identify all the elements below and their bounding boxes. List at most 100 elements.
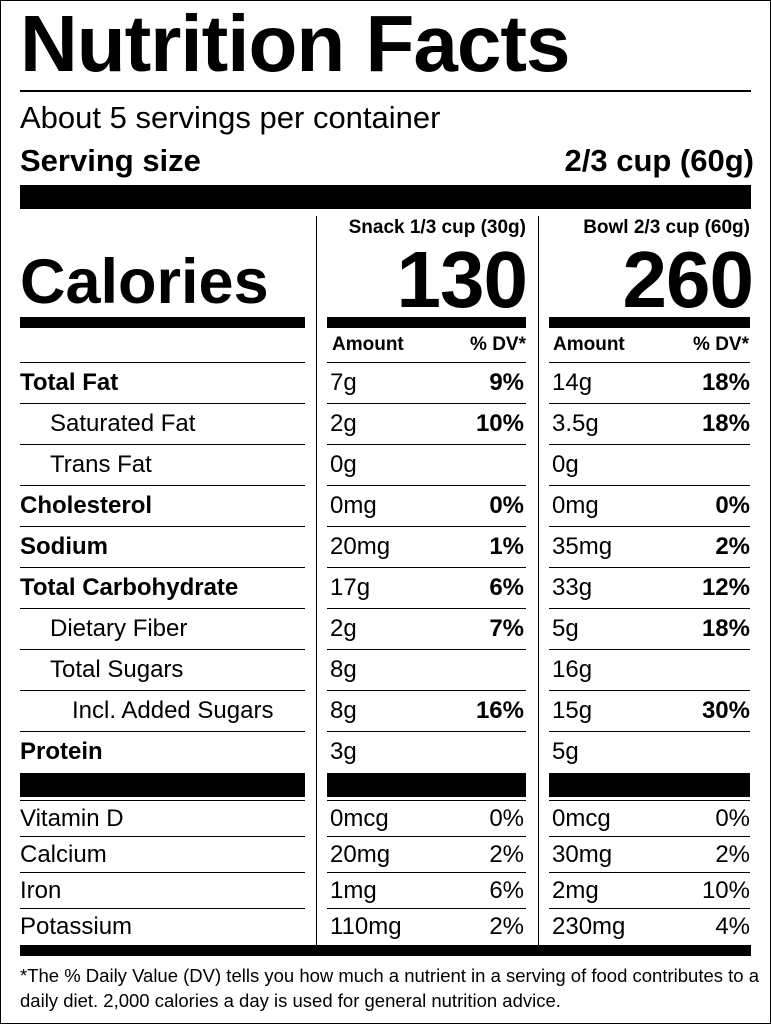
bowl-calories: 260: [622, 235, 754, 324]
thick-divider: [20, 185, 751, 209]
nutrient-row-label: Potassium: [20, 908, 305, 944]
nutrient-row-label: Trans Fat: [20, 444, 305, 485]
snack-amount: 7g: [330, 369, 357, 396]
snack-nutrient-cell: 0mg 0%: [327, 485, 526, 526]
snack-dv-header: % DV*: [470, 334, 526, 355]
bowl-amount: 5g: [552, 738, 579, 765]
bowl-amount: 33g: [552, 574, 593, 601]
snack-daily-value: 10%: [475, 410, 524, 437]
snack-nutrient-cell: 17g 6%: [327, 567, 526, 608]
snack-nutrient-cell: 20mg 1%: [327, 526, 526, 567]
nutrient-row-label: Saturated Fat: [20, 403, 305, 444]
thick-divider: [549, 773, 750, 797]
bowl-daily-value: 0%: [715, 492, 750, 519]
snack-amount: 1mg: [330, 876, 377, 904]
snack-amount: 2g: [330, 615, 357, 642]
nutrient-row-label: Incl. Added Sugars: [20, 690, 305, 731]
label-title: Nutrition Facts: [20, 0, 570, 88]
nutrient-row-label: Total Sugars: [20, 649, 305, 690]
bowl-amount: 0mg: [552, 492, 599, 519]
bowl-nutrient-cell: 5g: [549, 731, 750, 772]
bowl-amount: 30mg: [552, 840, 613, 868]
bowl-daily-value: 0%: [715, 804, 750, 832]
bowl-nutrient-cell: 2mg 10%: [549, 872, 750, 908]
snack-amount: 0g: [330, 451, 357, 478]
bowl-daily-value: 12%: [701, 574, 750, 601]
snack-amount: 17g: [330, 574, 371, 601]
bowl-amount: 0mcg: [552, 804, 611, 832]
snack-daily-value: 6%: [489, 574, 524, 601]
serving-size-value: 2/3 cup (60g): [564, 143, 755, 178]
snack-nutrient-cell: 1mg 6%: [327, 872, 526, 908]
calories-label: Calories: [20, 247, 269, 317]
bowl-nutrient-cell: 33g 12%: [549, 567, 750, 608]
bowl-nutrient-cell: 14g 18%: [549, 362, 750, 403]
snack-amount: 0mcg: [330, 804, 389, 832]
nutrient-name: Potassium: [20, 912, 133, 940]
nutrient-name: Incl. Added Sugars: [72, 697, 274, 724]
servings-per-container: About 5 servings per container: [20, 100, 441, 135]
snack-nutrient-cell: 8g: [327, 649, 526, 690]
bowl-daily-value: 18%: [701, 410, 750, 437]
nutrient-name: Saturated Fat: [50, 410, 196, 437]
snack-nutrient-cell: 0g: [327, 444, 526, 485]
snack-nutrient-cell: 20mg 2%: [327, 836, 526, 872]
nutrient-row-label: Vitamin D: [20, 800, 305, 836]
nutrient-name: Vitamin D: [20, 804, 124, 832]
nutrient-name: Sodium: [20, 533, 108, 560]
nutrient-row-label: Sodium: [20, 526, 305, 567]
column-divider: [538, 216, 539, 946]
snack-daily-value: 0%: [489, 492, 524, 519]
bowl-amount: 2mg: [552, 876, 599, 904]
snack-nutrient-cell: 7g 9%: [327, 362, 526, 403]
snack-nutrient-cell: 110mg 2%: [327, 908, 526, 944]
divider: [20, 90, 751, 92]
serving-size-label: Serving size: [20, 143, 201, 178]
bowl-nutrient-cell: 0mg 0%: [549, 485, 750, 526]
nutrient-name: Total Sugars: [50, 656, 184, 683]
footnote: *The % Daily Value (DV) tells you how mu…: [20, 965, 759, 1011]
bowl-column-header: Bowl 2/3 cup (60g): [583, 217, 750, 238]
bowl-nutrient-cell: 0mcg 0%: [549, 800, 750, 836]
thick-divider: [327, 773, 526, 797]
snack-amount: 8g: [330, 656, 357, 683]
nutrient-name: Cholesterol: [20, 492, 153, 519]
snack-nutrient-cell: 8g 16%: [327, 690, 526, 731]
column-divider: [316, 216, 317, 946]
bowl-daily-value: 2%: [715, 533, 750, 560]
nutrient-name: Protein: [20, 738, 103, 765]
nutrient-name: Dietary Fiber: [50, 615, 188, 642]
bowl-nutrient-cell: 16g: [549, 649, 750, 690]
bowl-amount: 5g: [552, 615, 579, 642]
bowl-nutrient-cell: 0g: [549, 444, 750, 485]
snack-daily-value: 0%: [489, 804, 524, 832]
snack-calories: 130: [396, 235, 528, 324]
snack-amount-header: Amount: [332, 334, 404, 355]
bowl-amount: 16g: [552, 656, 593, 683]
snack-amount: 20mg: [330, 533, 391, 560]
bowl-daily-value: 18%: [701, 369, 750, 396]
snack-amount: 2g: [330, 410, 357, 437]
thick-divider: [327, 317, 526, 328]
nutrient-name: Trans Fat: [50, 451, 152, 478]
snack-amount: 3g: [330, 738, 357, 765]
nutrient-name: Total Carbohydrate: [20, 574, 239, 601]
nutrient-name: Calcium: [20, 840, 107, 868]
snack-nutrient-cell: 2g 7%: [327, 608, 526, 649]
nutrient-row-label: Calcium: [20, 836, 305, 872]
bowl-amount: 35mg: [552, 533, 613, 560]
bowl-nutrient-cell: 3.5g 18%: [549, 403, 750, 444]
snack-daily-value: 6%: [489, 876, 524, 904]
snack-nutrient-cell: 0mcg 0%: [327, 800, 526, 836]
bowl-daily-value: 10%: [701, 876, 750, 904]
bowl-daily-value: 4%: [715, 912, 750, 940]
snack-daily-value: 16%: [475, 697, 524, 724]
bowl-daily-value: 30%: [701, 697, 750, 724]
snack-column-header: Snack 1/3 cup (30g): [348, 217, 526, 238]
nutrient-row-label: Cholesterol: [20, 485, 305, 526]
thick-divider: [20, 317, 305, 328]
bowl-nutrient-cell: 230mg 4%: [549, 908, 750, 944]
bowl-amount: 230mg: [552, 912, 626, 940]
snack-amount: 8g: [330, 697, 357, 724]
bowl-daily-value: 2%: [715, 840, 750, 868]
